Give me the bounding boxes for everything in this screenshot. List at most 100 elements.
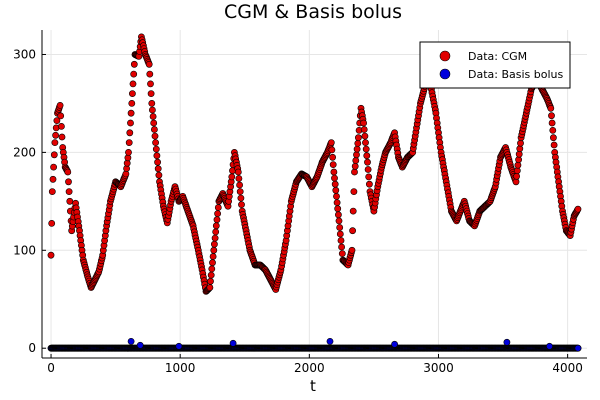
bolus-point (546, 342, 553, 350)
cgm-point (152, 139, 159, 146)
x-axis-label: t (310, 377, 316, 395)
cgm-point (333, 192, 340, 200)
cgm-point (237, 194, 245, 202)
cgm-point (209, 253, 217, 260)
cgm-point (364, 166, 372, 173)
cgm-point (238, 201, 245, 208)
cgm-point (350, 188, 358, 195)
x-tick-label: 2000 (294, 361, 325, 375)
cgm-point (147, 80, 154, 88)
ticks: 0 1000 2000 3000 4000 0 100 200 300 (13, 47, 583, 375)
bolus-point (326, 337, 334, 345)
cgm-point (50, 163, 57, 171)
axes-frame (41, 30, 587, 359)
cgm-point (331, 174, 338, 182)
cgm-point (127, 119, 134, 127)
cgm-point (212, 228, 220, 236)
cgm-point (147, 90, 155, 97)
legend-box (419, 41, 571, 89)
cgm-point (348, 246, 356, 254)
cgm-point (338, 243, 345, 251)
cgm-point (214, 210, 221, 217)
cgm-point (550, 134, 557, 142)
cgm-point (334, 211, 342, 219)
cgm-point (146, 70, 154, 78)
cgm-point (214, 204, 222, 211)
cgm-point (550, 141, 558, 149)
cgm-point (125, 148, 132, 156)
cgm-point (337, 237, 345, 244)
cgm-point (351, 168, 358, 176)
cgm-point (65, 178, 72, 186)
cgm-point (207, 271, 215, 279)
x-tick-label: 3000 (423, 361, 454, 375)
cgm-point (329, 153, 336, 161)
cgm-point (235, 175, 243, 182)
cgm-point (548, 119, 556, 127)
cgm-point (130, 70, 138, 78)
cgm-point (66, 197, 74, 205)
x-tick-label: 4000 (552, 361, 583, 375)
legend-label-cgm: Data: CGM (468, 50, 527, 63)
cgm-point (327, 139, 335, 146)
cgm-point (213, 216, 221, 224)
cgm-point (548, 112, 555, 120)
cgm-point (128, 90, 136, 97)
cgm-point (148, 100, 156, 107)
cgm-point (49, 175, 57, 183)
cgm-point (127, 109, 135, 117)
cgm-point (153, 152, 161, 160)
cgm-point (236, 181, 243, 189)
legend-label-bolus: Data: Basis bolus (468, 68, 564, 81)
cgm-point (362, 139, 369, 146)
legend-marker-bolus (439, 68, 451, 80)
cgm-point (53, 117, 61, 124)
y-tick-label: 0 (28, 341, 36, 355)
cgm-point (353, 145, 361, 153)
y-tick-label: 200 (13, 145, 36, 159)
cgm-point (52, 131, 59, 139)
bolus-point (136, 341, 144, 349)
cgm-point (154, 165, 162, 173)
cgm-point (149, 113, 157, 120)
cgm-point (360, 119, 367, 127)
cgm-point (349, 207, 357, 215)
cgm-point (362, 145, 370, 153)
cgm-point (126, 129, 134, 137)
y-tick-label: 100 (13, 243, 36, 257)
cgm-point (360, 126, 368, 133)
cgm-point (154, 158, 161, 166)
cgm-point (354, 139, 362, 147)
cgm-point (338, 250, 346, 257)
y-tick-label: 300 (13, 47, 36, 61)
cgm-point (328, 146, 336, 154)
cgm-point (353, 151, 360, 159)
x-tick-label: 1000 (165, 361, 196, 375)
cgm-point (148, 106, 156, 114)
cgm-point (150, 119, 158, 127)
cgm-point (349, 227, 356, 235)
cgm-point (364, 158, 371, 166)
cgm-point (514, 161, 522, 169)
cgm-point (335, 217, 343, 225)
cgm-point (210, 240, 218, 248)
cgm-point (65, 188, 73, 195)
cgm-point (330, 168, 338, 176)
cgm-point (210, 246, 218, 254)
cgm-point (212, 222, 220, 230)
cgm-point (48, 188, 56, 195)
cgm-point (211, 234, 219, 242)
cgm-point (336, 224, 344, 231)
cgm-point (236, 188, 244, 195)
legend-marker-cgm (439, 50, 451, 62)
cgm-point (64, 168, 72, 176)
bolus-point (229, 339, 237, 347)
cgm-point (58, 133, 66, 141)
cgm-point (128, 100, 136, 107)
cgm-point (574, 205, 582, 213)
cgm-point (513, 172, 520, 180)
cgm-point (151, 132, 159, 140)
cgm-point (209, 259, 216, 267)
cgm-point (365, 173, 373, 181)
